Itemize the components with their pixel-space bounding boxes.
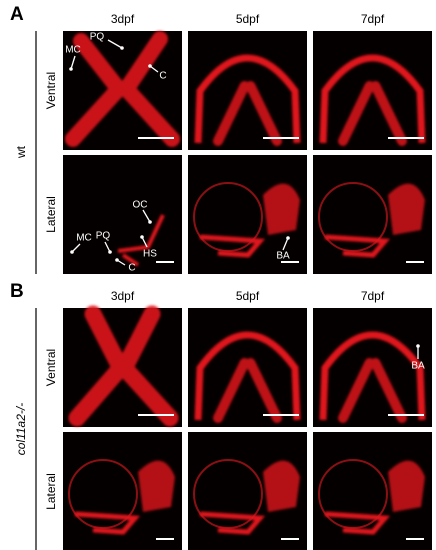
column-label: 5dpf <box>236 12 260 26</box>
column-label: 5dpf <box>236 289 260 303</box>
annotation: MC <box>76 233 92 244</box>
panel-label: B <box>10 281 24 302</box>
eye <box>193 182 263 252</box>
arch <box>319 54 426 144</box>
arch <box>194 54 301 144</box>
annotation: PQ <box>96 231 111 242</box>
row-label: Ventral <box>44 349 58 386</box>
annotation: MC <box>65 45 81 56</box>
column-label: 7dpf <box>361 289 385 303</box>
annotation-arrow <box>70 55 76 70</box>
cartilage <box>338 81 407 146</box>
annotation: PQ <box>90 32 105 43</box>
eye <box>318 182 388 252</box>
column-label: 7dpf <box>361 12 385 26</box>
cartilage <box>324 234 391 258</box>
annotation: OC <box>133 200 148 211</box>
arrow-head <box>115 258 119 262</box>
cartilage <box>213 358 282 423</box>
cartilage <box>117 214 165 267</box>
annotation-arrow <box>141 236 148 248</box>
genotype-label: col11a2-/- <box>14 403 28 455</box>
micrograph <box>63 155 182 274</box>
annotation-arrow <box>104 241 111 253</box>
annotation-arrow <box>282 237 289 251</box>
eye <box>318 459 388 529</box>
genotype-label: wt <box>14 145 28 159</box>
cartilage <box>199 234 266 258</box>
row-label: Ventral <box>44 72 58 109</box>
annotation: BA <box>411 361 425 372</box>
arrow-head <box>416 344 420 348</box>
annotation-arrow <box>71 243 81 253</box>
column-label: 3dpf <box>111 12 135 26</box>
arrow-head <box>70 250 74 254</box>
cartilage <box>338 358 407 423</box>
eye <box>193 459 263 529</box>
annotation: C <box>159 71 166 82</box>
cartilage <box>199 511 266 535</box>
panel-label: A <box>10 4 24 25</box>
cartilage <box>213 81 282 146</box>
arch <box>319 331 426 421</box>
cartilage <box>324 511 391 535</box>
arrow-head <box>108 250 112 254</box>
annotation: C <box>128 263 135 274</box>
cartilage <box>74 511 141 535</box>
annotation-arrow <box>107 39 123 49</box>
column-label: 3dpf <box>111 289 135 303</box>
arrow-head <box>148 220 152 224</box>
annotation: BA <box>276 251 290 262</box>
panel: B 3dpf 5dpf 7dpf col11a2-/- Ventral Lateral BA <box>10 281 432 550</box>
annotation-arrow <box>142 209 151 223</box>
cartilage <box>263 183 300 235</box>
cartilage <box>65 31 180 147</box>
cartilage <box>138 460 175 512</box>
arrow-head <box>286 236 290 240</box>
arrow-head <box>148 64 152 68</box>
arch <box>194 331 301 421</box>
row-label: Lateral <box>44 473 58 510</box>
arrow-head <box>120 46 124 50</box>
cartilage <box>388 183 425 235</box>
row-label: Lateral <box>44 196 58 233</box>
arrow-head <box>69 67 73 71</box>
cartilage <box>68 305 179 427</box>
arrow-head <box>140 235 144 239</box>
eye <box>68 459 138 529</box>
annotation: HS <box>143 249 157 260</box>
cartilage <box>263 460 300 512</box>
cartilage <box>388 460 425 512</box>
panel: A 3dpf 5dpf 7dpf wt Ventral Lateral MC PQ C OC MC PQ… <box>10 4 432 274</box>
